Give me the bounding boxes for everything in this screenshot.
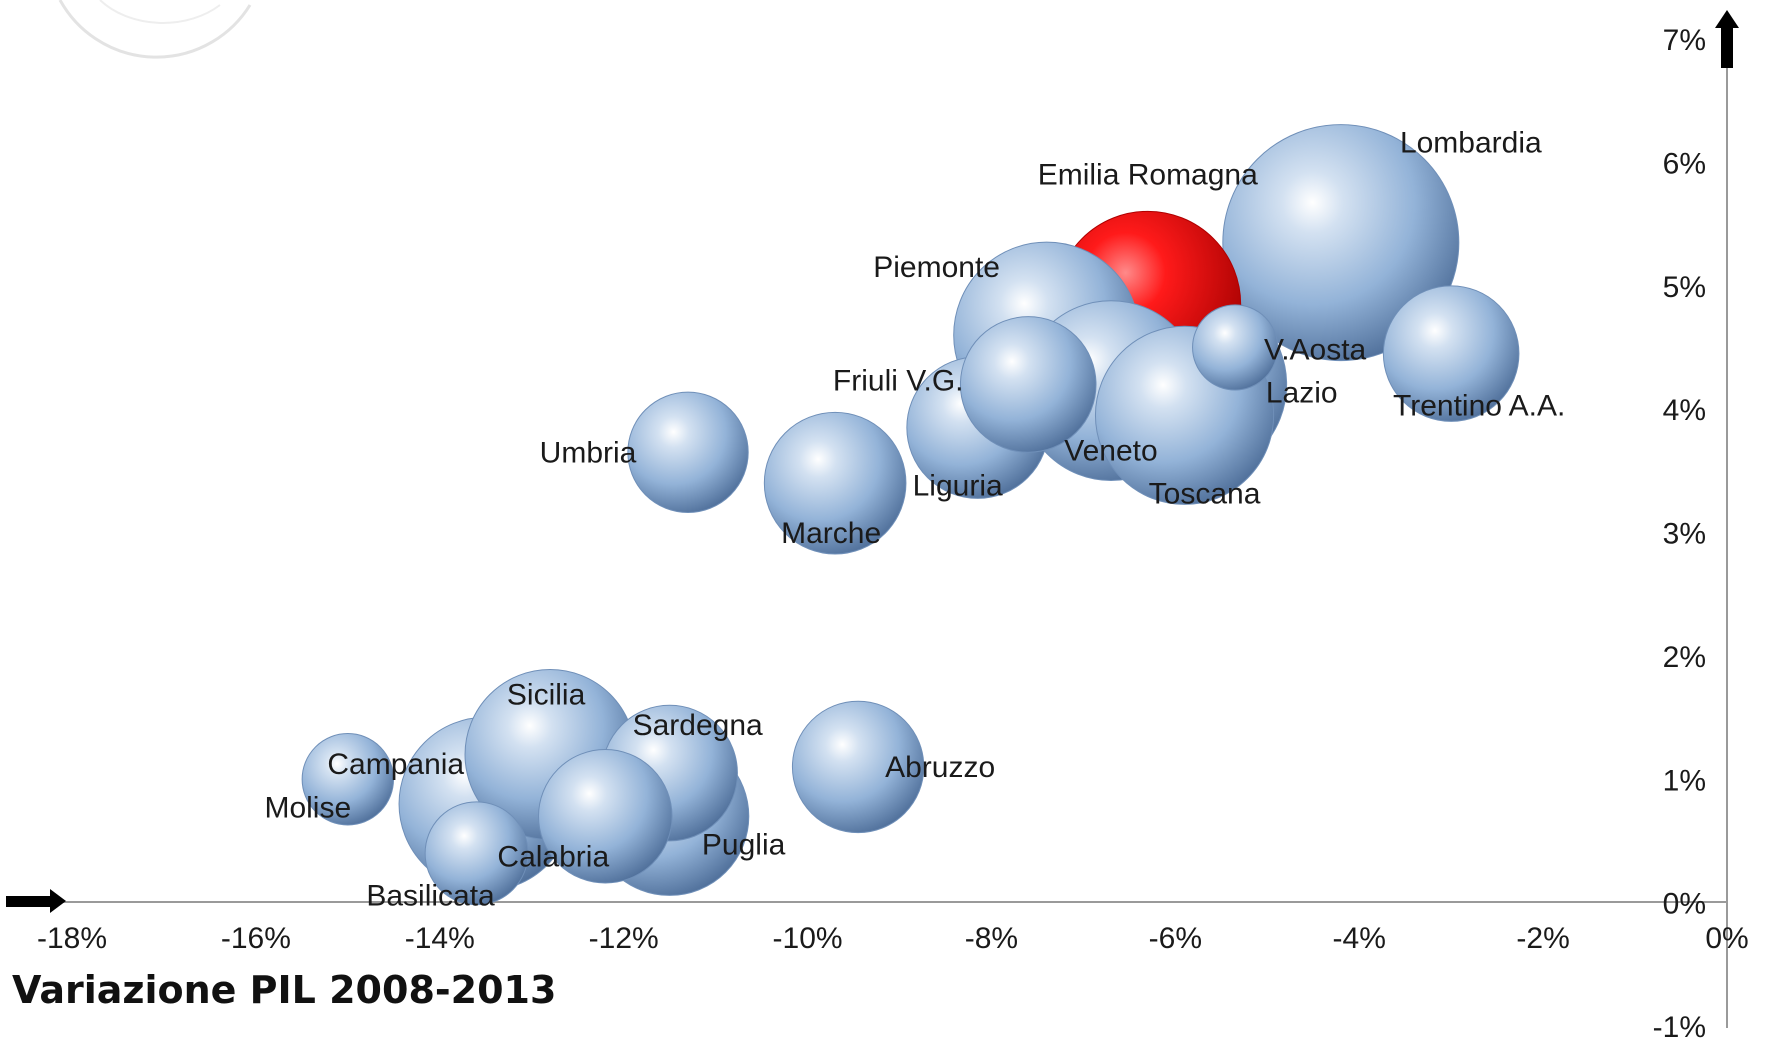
bubble-abruzzo xyxy=(791,700,925,834)
bubble-label-calabria: Calabria xyxy=(497,840,609,873)
y-tick-label: 2% xyxy=(1663,641,1706,674)
y-tick-label: 5% xyxy=(1663,271,1706,304)
bubble-label-toscana: Toscana xyxy=(1149,477,1261,510)
bubble-lombardia xyxy=(1222,124,1460,362)
bubble-label-sicilia: Sicilia xyxy=(507,679,586,712)
bubble-label-abruzzo: Abruzzo xyxy=(885,751,995,784)
bubble-label-v-aosta: V.Aosta xyxy=(1264,333,1367,366)
y-tick-label: 1% xyxy=(1663,764,1706,797)
y-tick-label: -1% xyxy=(1653,1011,1706,1044)
y-tick-label: 3% xyxy=(1663,518,1706,551)
x-axis-title: Variazione PIL 2008-2013 xyxy=(12,968,557,1012)
y-tick-label: 4% xyxy=(1663,394,1706,427)
bubble-marche xyxy=(763,411,907,555)
bubble-labels: Lombardia Lazio Emilia Romagna Piemonte Vene… xyxy=(264,127,1565,913)
bubble-v-aosta xyxy=(1192,304,1279,391)
y-tick-label: 7% xyxy=(1663,24,1706,57)
bubble-label-liguria: Liguria xyxy=(913,470,1003,503)
x-tick-label: -16% xyxy=(221,922,291,955)
bubble-calabria xyxy=(538,749,673,884)
bubble-label-lazio: Lazio xyxy=(1266,376,1338,409)
bubble-label-emilia-romagna: Emilia Romagna xyxy=(1038,158,1258,191)
bubble-label-lombardia: Lombardia xyxy=(1400,127,1542,160)
y-tick-label: 0% xyxy=(1663,888,1706,921)
x-tick-label: -4% xyxy=(1333,922,1386,955)
x-tick-labels: -18% -16% -14% -12% -10% -8% -6% -4% -2% 0% xyxy=(37,922,1749,955)
bubble-label-veneto: Veneto xyxy=(1064,435,1157,468)
bubbles xyxy=(301,124,1520,906)
bubble-trentino-a-a xyxy=(1382,285,1520,422)
bubble-label-piemonte: Piemonte xyxy=(873,251,1000,284)
bubble-basilicata xyxy=(424,801,529,906)
bubble-label-umbria: Umbria xyxy=(540,436,637,469)
bubble-label-trentino-a-a: Trentino A.A. xyxy=(1393,390,1565,423)
x-tick-label: -12% xyxy=(589,922,659,955)
y-axis-arrow xyxy=(1715,10,1739,68)
x-tick-label: -14% xyxy=(405,922,475,955)
y-tick-labels: -1% 0% 1% 2% 3% 4% 5% 6% 7% xyxy=(1653,24,1706,1044)
y-tick-label: 6% xyxy=(1663,147,1706,180)
bubble-umbria xyxy=(627,391,749,513)
bubble-label-friuli-v-g: Friuli V.G. xyxy=(833,364,964,397)
bubble-label-sardegna: Sardegna xyxy=(633,709,763,742)
decorative-arc-inner xyxy=(99,0,221,24)
x-tick-label: -18% xyxy=(37,922,107,955)
bubble-label-molise: Molise xyxy=(264,791,351,824)
decorative-arc xyxy=(58,0,252,59)
bubble-label-marche: Marche xyxy=(781,517,881,550)
x-tick-label: -6% xyxy=(1149,922,1202,955)
bubble-label-campania: Campania xyxy=(327,748,464,781)
x-tick-label: -10% xyxy=(773,922,843,955)
bubble-molise xyxy=(301,733,395,826)
bubble-label-basilicata: Basilicata xyxy=(366,879,495,912)
bubble-friuli-v-g xyxy=(959,316,1097,453)
x-axis-arrow xyxy=(6,889,66,913)
x-tick-label: -8% xyxy=(965,922,1018,955)
x-tick-label: 0% xyxy=(1705,922,1748,955)
x-tick-label: -2% xyxy=(1516,922,1569,955)
bubble-label-puglia: Puglia xyxy=(702,828,786,861)
